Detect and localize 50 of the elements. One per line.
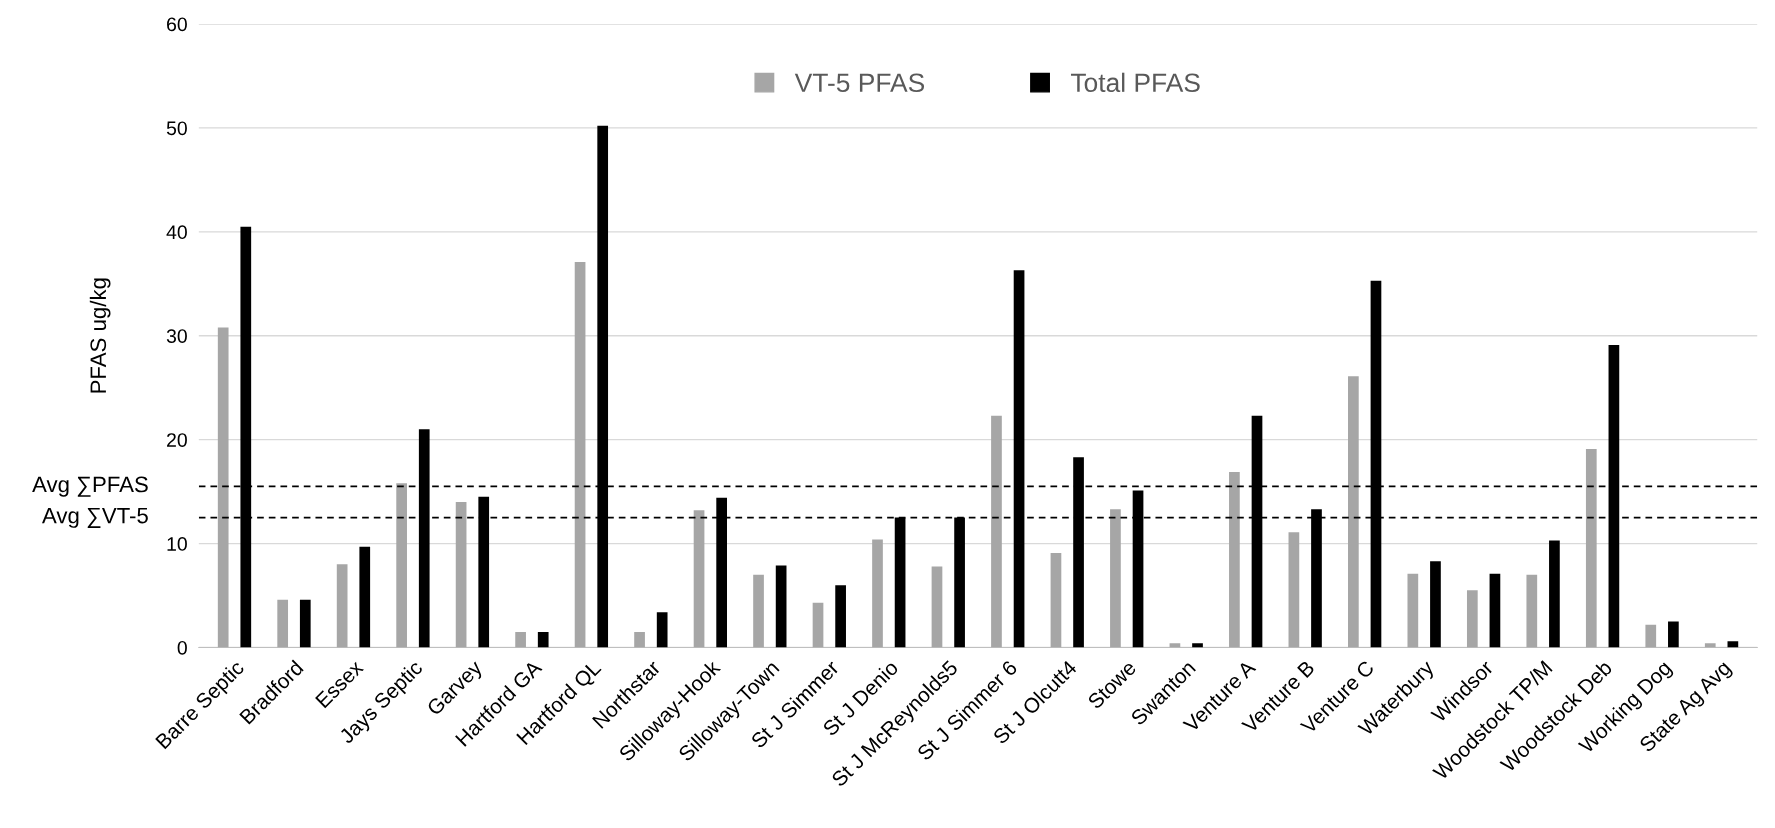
bar (753, 574, 764, 648)
bar (1489, 573, 1501, 648)
bar (455, 502, 467, 648)
bar (1668, 621, 1679, 648)
y-tick-label: 10 (167, 537, 187, 551)
bar (1549, 540, 1560, 648)
bar (217, 327, 229, 648)
bar (1050, 552, 1062, 648)
y-axis-title: PFAS ug/kg (89, 278, 111, 393)
legend-label: VT-5 PFAS (794, 73, 925, 93)
bar (1229, 471, 1240, 648)
bar (634, 631, 645, 648)
bar (277, 599, 289, 648)
bar (931, 566, 943, 648)
bar (1704, 643, 1716, 648)
bar (396, 483, 407, 648)
bar (1645, 624, 1657, 648)
y-tick-label: 20 (167, 433, 187, 447)
bar (1430, 561, 1441, 648)
bar (1727, 641, 1739, 648)
ref-line-label: Avg ∑VT-5 (41, 507, 148, 528)
bar (1348, 376, 1359, 648)
bar (812, 602, 824, 648)
bar (991, 415, 1002, 648)
bar (1585, 449, 1597, 648)
bar (656, 612, 668, 648)
y-tick-label: 0 (177, 640, 187, 655)
y-tick-label: 30 (166, 329, 187, 343)
bar (336, 564, 348, 648)
y-tick-label: 60 (167, 17, 187, 32)
bar (359, 546, 371, 648)
bar (775, 565, 787, 648)
bar (835, 585, 846, 648)
y-tick-label: 50 (166, 121, 187, 136)
bar (1466, 590, 1478, 648)
y-tick-label: 40 (166, 225, 187, 240)
bar (299, 599, 311, 648)
bar (574, 261, 586, 648)
bar (537, 631, 549, 648)
bar (1110, 509, 1121, 648)
bar (872, 539, 883, 648)
bar (1526, 574, 1538, 648)
bar (1288, 532, 1300, 648)
bar (693, 510, 705, 648)
bar (1169, 643, 1181, 648)
legend-label: Total PFAS (1070, 72, 1200, 93)
ref-line-label: Avg ∑PFAS (32, 476, 148, 497)
bar (1192, 643, 1203, 648)
bar (1407, 573, 1419, 648)
bar (515, 631, 526, 648)
